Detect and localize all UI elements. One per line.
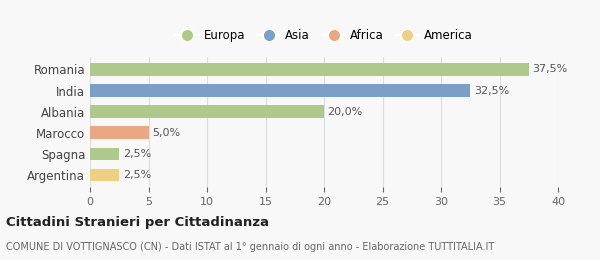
Bar	[90, 84, 470, 97]
Text: 32,5%: 32,5%	[474, 86, 509, 95]
Text: 2,5%: 2,5%	[123, 170, 151, 180]
Bar	[90, 147, 119, 160]
Text: 20,0%: 20,0%	[328, 107, 363, 117]
Bar	[90, 169, 119, 181]
Text: COMUNE DI VOTTIGNASCO (CN) - Dati ISTAT al 1° gennaio di ogni anno - Elaborazion: COMUNE DI VOTTIGNASCO (CN) - Dati ISTAT …	[6, 242, 494, 252]
Bar	[90, 126, 149, 139]
Text: Cittadini Stranieri per Cittadinanza: Cittadini Stranieri per Cittadinanza	[6, 216, 269, 229]
Bar	[90, 63, 529, 76]
Text: 37,5%: 37,5%	[532, 64, 568, 74]
Bar	[90, 105, 324, 118]
Text: 2,5%: 2,5%	[123, 149, 151, 159]
Text: 5,0%: 5,0%	[152, 128, 180, 138]
Legend: Europa, Asia, Africa, America: Europa, Asia, Africa, America	[170, 24, 478, 47]
